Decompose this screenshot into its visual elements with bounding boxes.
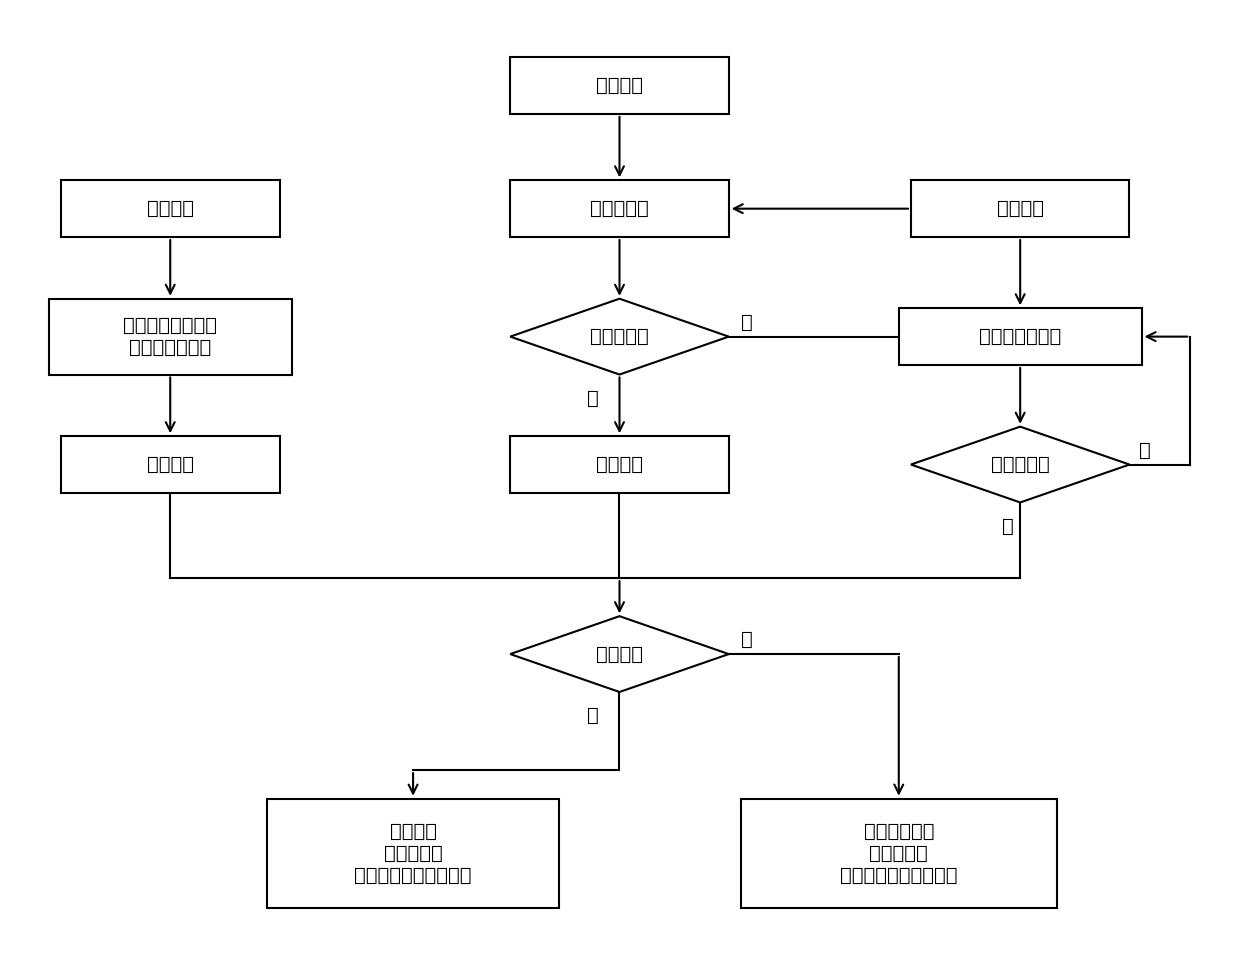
- FancyBboxPatch shape: [61, 180, 280, 237]
- Text: 信息录入: 信息录入: [996, 199, 1043, 219]
- Text: 接收到信号: 接收到信号: [991, 455, 1049, 474]
- Text: 人脸识别按一定时
间间隔开启工作: 人脸识别按一定时 间间隔开启工作: [123, 316, 217, 357]
- FancyBboxPatch shape: [898, 308, 1141, 365]
- FancyBboxPatch shape: [510, 180, 729, 237]
- Text: 信息匹配: 信息匹配: [596, 645, 643, 663]
- FancyBboxPatch shape: [268, 799, 559, 908]
- FancyBboxPatch shape: [510, 436, 729, 493]
- Text: 是: 是: [587, 389, 598, 408]
- Polygon shape: [510, 616, 729, 692]
- Text: 否: 否: [1139, 441, 1151, 460]
- Polygon shape: [510, 299, 729, 374]
- Text: 识别器接收信号: 识别器接收信号: [979, 327, 1062, 346]
- Text: 否: 否: [741, 630, 752, 650]
- Text: 是: 是: [587, 706, 598, 725]
- FancyBboxPatch shape: [911, 180, 1130, 237]
- Text: 否: 否: [741, 313, 752, 332]
- Text: 门禁开启
云平台备份
海关中控管理系统备份: 门禁开启 云平台备份 海关中控管理系统备份: [354, 822, 472, 885]
- FancyBboxPatch shape: [61, 436, 280, 493]
- Text: 门禁保持关闭
云平台备案
海关中控管理系统备案: 门禁保持关闭 云平台备案 海关中控管理系统备案: [840, 822, 958, 885]
- Text: 信息录入: 信息录入: [146, 199, 193, 219]
- Text: 摄像头拍摄: 摄像头拍摄: [590, 199, 649, 219]
- Text: 人脸信息: 人脸信息: [146, 455, 193, 474]
- FancyBboxPatch shape: [48, 299, 291, 374]
- FancyBboxPatch shape: [741, 799, 1057, 908]
- Text: 车牌识别: 车牌识别: [596, 455, 643, 474]
- Polygon shape: [911, 426, 1130, 503]
- Text: 是: 是: [1002, 516, 1014, 536]
- Text: 信息录入: 信息录入: [596, 76, 643, 95]
- FancyBboxPatch shape: [510, 57, 729, 114]
- Text: 捕捉到车辆: 捕捉到车辆: [590, 327, 649, 346]
